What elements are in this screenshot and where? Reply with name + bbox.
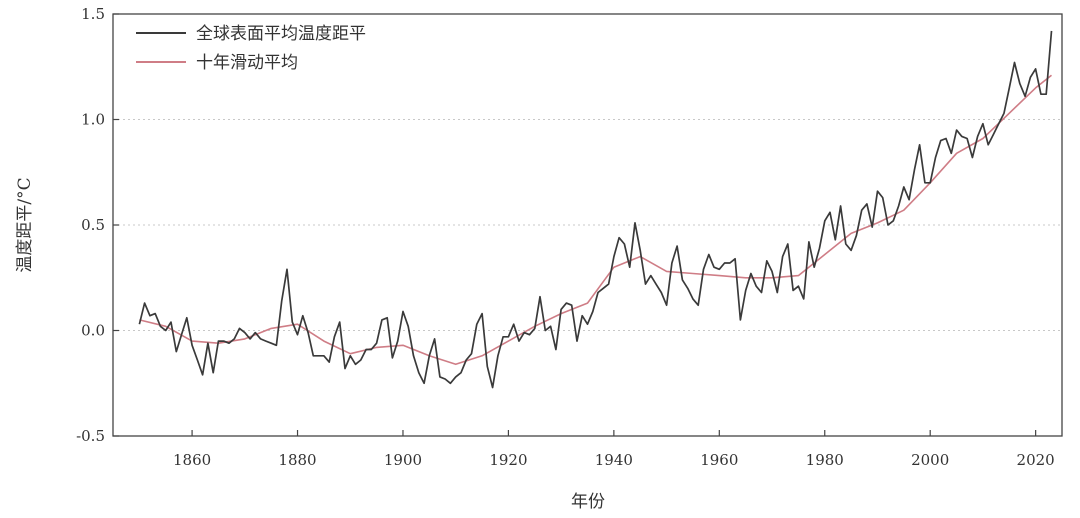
y-tick-label-1: 0.0 (81, 322, 105, 340)
y-axis-title: 温度距平/°C (15, 177, 35, 272)
series-line-moving-average (139, 74, 1052, 366)
x-tick-label-8: 2020 (1017, 451, 1055, 469)
x-tick-label-3: 1920 (489, 451, 527, 469)
x-tick-label-5: 1960 (700, 451, 738, 469)
series-line-anomaly (138, 30, 1053, 389)
legend: 全球表面平均温度距平 十年滑动平均 (136, 24, 366, 73)
legend-label-anomaly: 全球表面平均温度距平 (196, 24, 366, 44)
x-tick-label-2: 1900 (384, 451, 422, 469)
x-axis-title: 年份 (571, 492, 605, 512)
y-tick-label-0: -0.5 (76, 427, 105, 445)
legend-label-moving-average: 十年滑动平均 (196, 53, 298, 73)
gridlines (113, 119, 1062, 331)
series-lines (138, 30, 1053, 389)
x-tick-label-7: 2000 (911, 451, 949, 469)
x-tick-label-4: 1940 (595, 451, 633, 469)
x-tick-label-0: 1860 (173, 451, 211, 469)
y-tick-label-2: 0.5 (81, 216, 105, 234)
y-tick-label-4: 1.5 (81, 5, 105, 23)
y-tick-label-3: 1.0 (81, 111, 105, 129)
axis-ticks: -0.5 0.0 0.5 1.0 1.5 1860 1880 1900 1920 1940 1960… (76, 5, 1055, 469)
x-tick-label-6: 1980 (806, 451, 844, 469)
x-tick-label-1: 1880 (278, 451, 316, 469)
